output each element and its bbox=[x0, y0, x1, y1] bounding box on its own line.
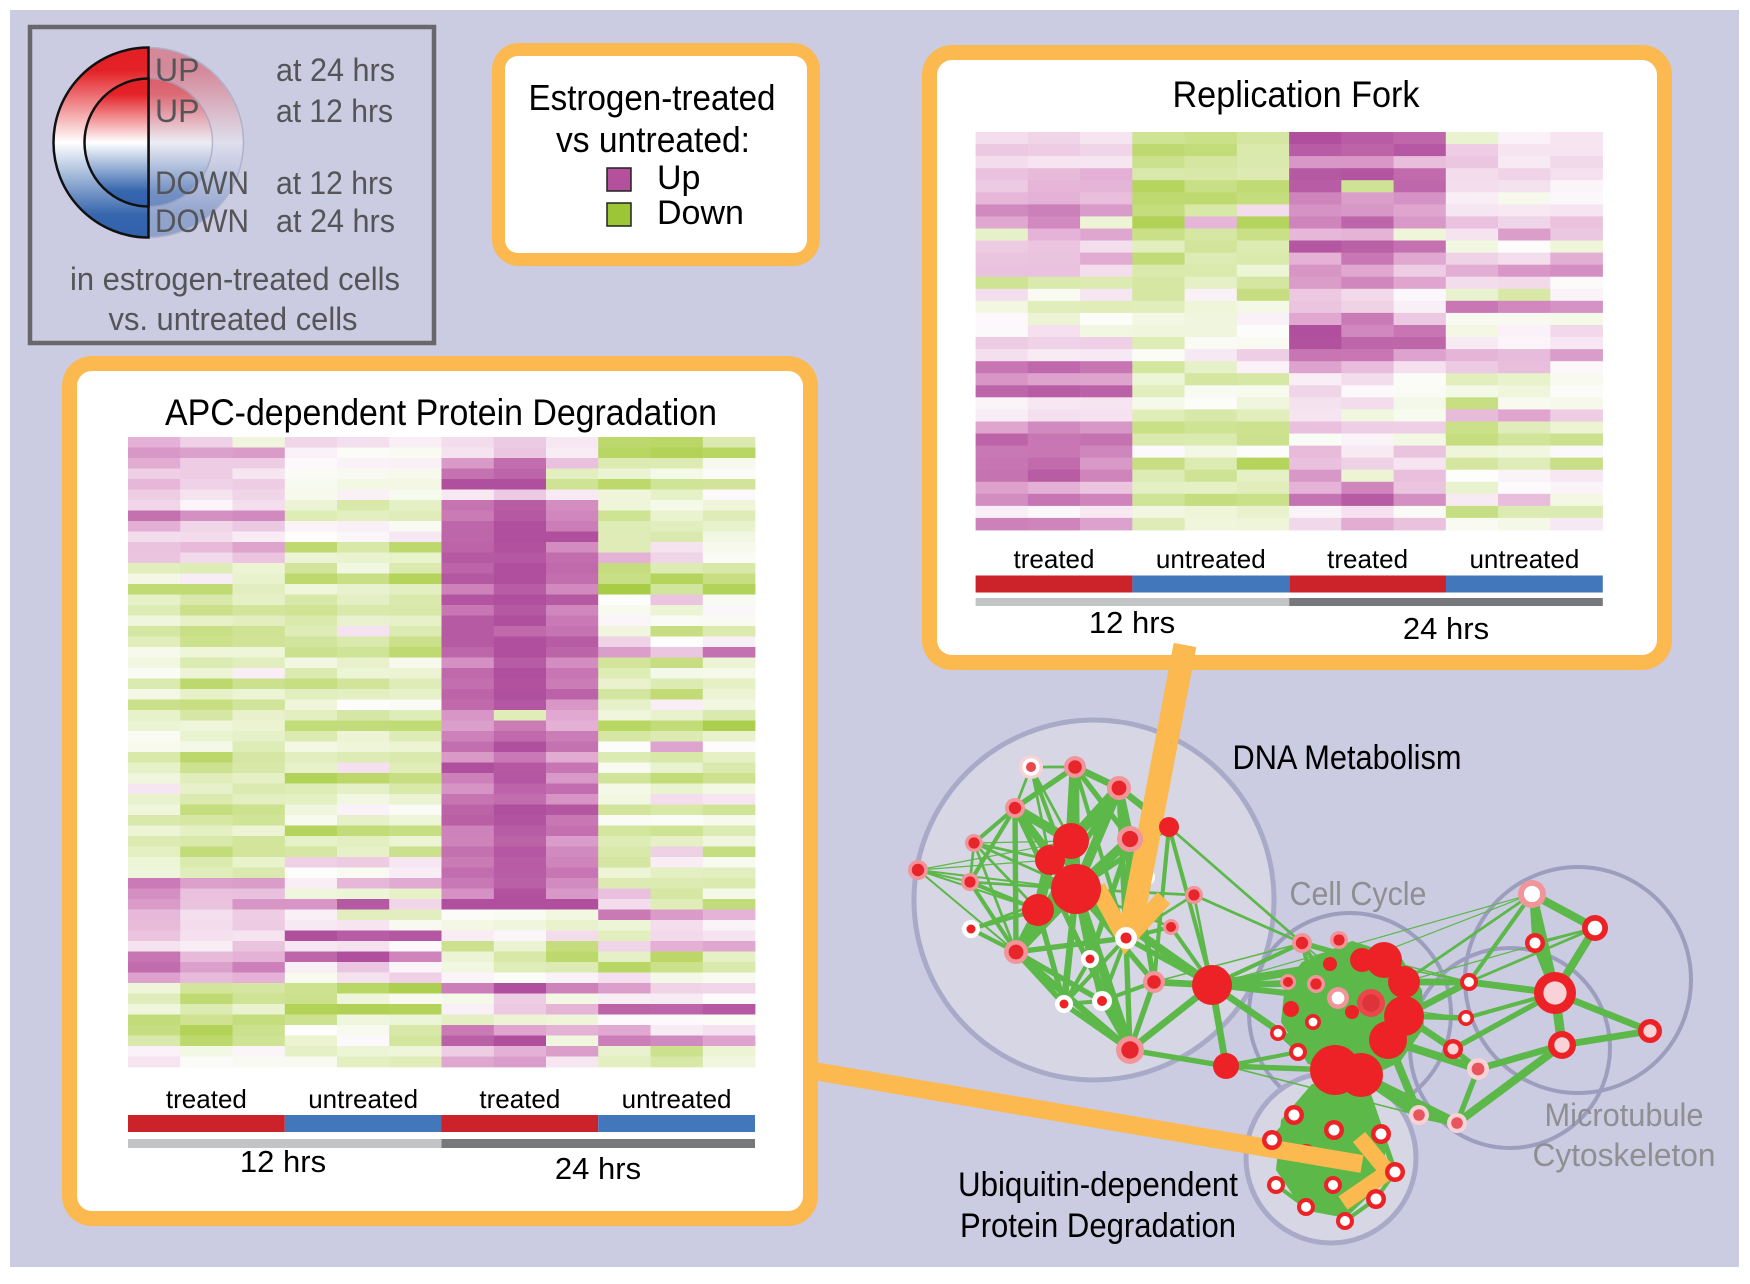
svg-text:DOWN: DOWN bbox=[155, 203, 249, 239]
svg-text:12 hrs: 12 hrs bbox=[1089, 605, 1175, 640]
svg-text:treated: treated bbox=[1014, 544, 1095, 574]
svg-text:UP: UP bbox=[155, 93, 199, 129]
svg-text:Up: Up bbox=[657, 159, 700, 197]
svg-text:untreated: untreated bbox=[1156, 544, 1266, 574]
svg-text:Ubiquitin-dependent: Ubiquitin-dependent bbox=[958, 1166, 1239, 1204]
svg-text:at 24 hrs: at 24 hrs bbox=[276, 52, 395, 88]
svg-text:24 hrs: 24 hrs bbox=[1403, 611, 1489, 646]
svg-text:APC-dependent Protein Degradat: APC-dependent Protein Degradation bbox=[165, 392, 717, 433]
svg-text:vs untreated:: vs untreated: bbox=[556, 119, 750, 160]
svg-text:Replication Fork: Replication Fork bbox=[1173, 74, 1420, 115]
svg-text:at 12 hrs: at 12 hrs bbox=[276, 165, 393, 201]
svg-text:DNA Metabolism: DNA Metabolism bbox=[1233, 739, 1462, 777]
svg-text:treated: treated bbox=[479, 1084, 560, 1114]
svg-text:at 12 hrs: at 12 hrs bbox=[276, 93, 393, 129]
svg-text:treated: treated bbox=[166, 1084, 247, 1114]
svg-text:Cell Cycle: Cell Cycle bbox=[1290, 875, 1427, 912]
svg-text:Estrogen-treated: Estrogen-treated bbox=[529, 77, 776, 118]
svg-text:DOWN: DOWN bbox=[155, 165, 249, 201]
svg-text:at 24 hrs: at 24 hrs bbox=[276, 203, 395, 239]
svg-text:treated: treated bbox=[1327, 544, 1408, 574]
svg-text:12 hrs: 12 hrs bbox=[240, 1144, 326, 1179]
svg-text:untreated: untreated bbox=[308, 1084, 418, 1114]
svg-text:UP: UP bbox=[155, 52, 199, 88]
svg-text:Protein Degradation: Protein Degradation bbox=[960, 1207, 1236, 1245]
svg-text:Microtubule: Microtubule bbox=[1545, 1097, 1704, 1133]
svg-text:Down: Down bbox=[657, 194, 744, 232]
svg-text:Cytoskeleton: Cytoskeleton bbox=[1533, 1137, 1716, 1173]
svg-text:24 hrs: 24 hrs bbox=[555, 1151, 641, 1186]
svg-text:untreated: untreated bbox=[622, 1084, 732, 1114]
svg-text:untreated: untreated bbox=[1469, 544, 1579, 574]
svg-text:vs. untreated cells: vs. untreated cells bbox=[109, 301, 358, 337]
svg-text:in estrogen-treated cells: in estrogen-treated cells bbox=[70, 261, 400, 297]
